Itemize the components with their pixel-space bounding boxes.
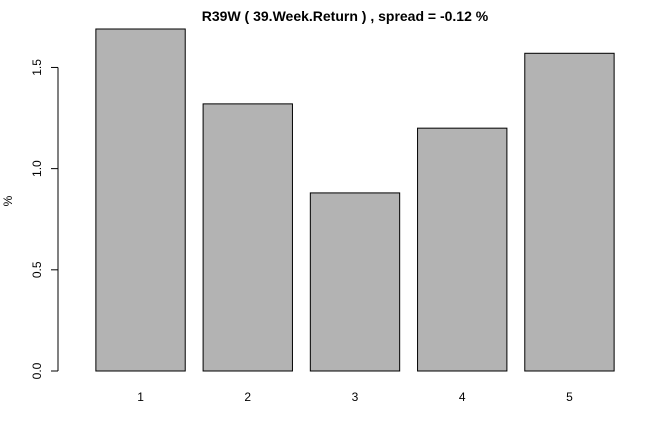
x-tick-label: 1 — [137, 390, 144, 404]
y-tick-label: 0.0 — [30, 362, 44, 379]
y-tick-label: 1.5 — [30, 59, 44, 76]
bar-4 — [417, 127, 508, 372]
x-tick-label: 5 — [566, 390, 573, 404]
bar-5 — [524, 52, 615, 372]
bar-3 — [309, 192, 401, 372]
y-tick-label: 1.0 — [30, 160, 44, 177]
x-axis-tick-labels: 1 2 3 4 5 — [137, 390, 573, 404]
y-tick-label: 0.5 — [30, 261, 44, 278]
bars-group — [95, 28, 615, 372]
x-tick-label: 4 — [459, 390, 466, 404]
y-axis: 0.0 0.5 1.0 1.5 — [30, 59, 59, 379]
y-axis-label: % — [1, 195, 15, 206]
bar-2 — [202, 103, 293, 372]
x-tick-label: 2 — [244, 390, 251, 404]
x-tick-label: 3 — [352, 390, 359, 404]
bar-1 — [95, 28, 186, 372]
chart-title: R39W ( 39.Week.Return ) , spread = -0.12… — [202, 8, 489, 24]
